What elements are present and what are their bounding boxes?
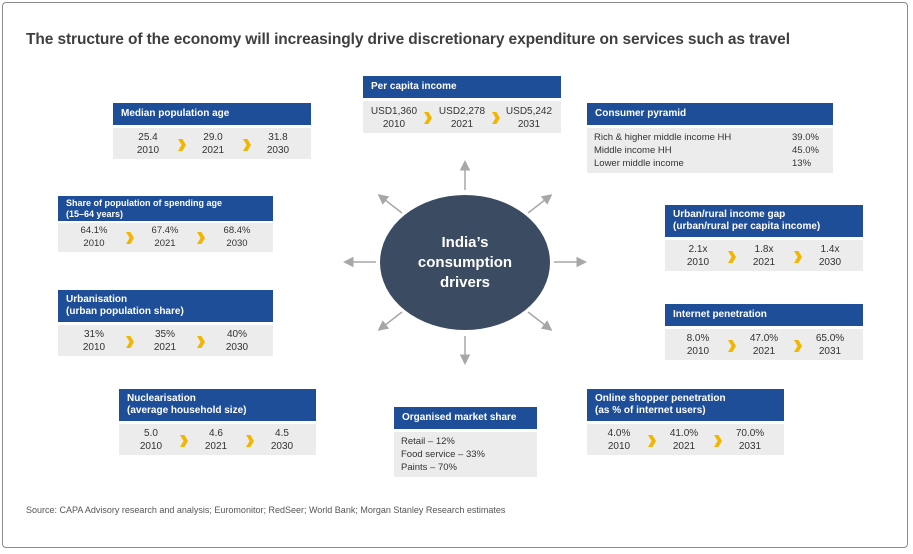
card-body (119, 424, 316, 455)
pyramid-label: Lower middle income (594, 158, 684, 169)
value-2031: 65.0% 2031 (815, 333, 845, 357)
pyramid-label: Middle income HH (594, 145, 672, 156)
value-2010: USD1,360 2010 (370, 106, 418, 130)
chevron-icon (126, 336, 134, 348)
card-header: Internet penetration (665, 304, 863, 326)
chevron-icon (794, 340, 802, 352)
chevron-icon (178, 139, 186, 151)
value-2010: 2.1x 2010 (686, 244, 710, 268)
center-label: India’s consumption drivers (417, 233, 513, 291)
card-body (394, 432, 537, 477)
value-2030: 4.5 2030 (270, 428, 294, 452)
chevron-icon (794, 251, 802, 263)
value-2021: 47.0% 2021 (749, 333, 779, 357)
market-share-line: Food service – 33% (401, 449, 485, 460)
value-2021: 35% 2021 (153, 329, 177, 353)
card-body (665, 240, 863, 271)
card-header: Share of population of spending age (15–6… (58, 196, 273, 221)
chevron-icon (126, 232, 134, 244)
pyramid-value: 39.0% (792, 132, 819, 143)
value-2021: USD2,278 2021 (438, 106, 486, 130)
value-2010: 64.1% 2010 (80, 225, 108, 249)
chevron-icon (180, 435, 188, 447)
card-body (665, 329, 863, 360)
chevron-icon (243, 139, 251, 151)
value-2010: 8.0% 2010 (686, 333, 710, 357)
arrow-down-left (377, 311, 403, 331)
chevron-icon (648, 435, 656, 447)
chevron-icon (246, 435, 254, 447)
market-share-line: Paints – 70% (401, 462, 457, 473)
value-2010: 5.0 2010 (139, 428, 163, 452)
chevron-icon (728, 251, 736, 263)
source-note: Source: CAPA Advisory research and analy… (26, 505, 506, 515)
card-header: Per capita income (363, 76, 561, 98)
card-body (587, 128, 833, 173)
chevron-icon (424, 112, 432, 124)
value-2021: 41.0% 2021 (669, 428, 699, 452)
value-2030: 40% 2030 (225, 329, 249, 353)
pyramid-label: Rich & higher middle income HH (594, 132, 732, 143)
card-header: Nuclearisation (average household size) (119, 389, 316, 421)
chevron-icon (197, 232, 205, 244)
value-2010: 31% 2010 (82, 329, 106, 353)
value-2021: 67.4% 2021 (151, 225, 179, 249)
card-header: Organised market share (394, 407, 537, 429)
card-header: Urban/rural income gap (urban/rural per c… (665, 205, 863, 237)
card-body (58, 223, 273, 252)
market-share-line: Retail – 12% (401, 436, 455, 447)
value-2030: 68.4% 2030 (223, 225, 251, 249)
card-body (113, 128, 311, 159)
value-2010: 4.0% 2010 (607, 428, 631, 452)
value-2030: 1.4x 2030 (818, 244, 842, 268)
arrow-up-right (527, 194, 553, 214)
arrow-up-left (377, 194, 403, 214)
card-header: Urbanisation (urban population share) (58, 290, 273, 322)
card-header: Online shopper penetration (as % of inter… (587, 389, 784, 421)
center-ellipse: India’s consumption drivers (380, 195, 550, 330)
value-2021: 1.8x 2021 (752, 244, 776, 268)
value-2010: 25.4 2010 (136, 132, 160, 156)
chevron-icon (492, 112, 500, 124)
chevron-icon (728, 340, 736, 352)
card-header: Median population age (113, 103, 311, 125)
value-2031: USD5,242 2031 (505, 106, 553, 130)
value-2031: 70.0% 2031 (735, 428, 765, 452)
card-body (363, 101, 561, 133)
value-2021: 29.0 2021 (201, 132, 225, 156)
arrow-down-right (527, 311, 553, 331)
chevron-icon (714, 435, 722, 447)
card-body (587, 424, 784, 455)
chevron-icon (197, 336, 205, 348)
pyramid-value: 13% (792, 158, 812, 169)
value-2021: 4.6 2021 (204, 428, 228, 452)
value-2030: 31.8 2030 (266, 132, 290, 156)
card-header: Consumer pyramid (587, 103, 833, 125)
card-body (58, 325, 273, 356)
slide-title: The structure of the economy will increa… (26, 31, 790, 48)
pyramid-value: 45.0% (792, 145, 819, 156)
